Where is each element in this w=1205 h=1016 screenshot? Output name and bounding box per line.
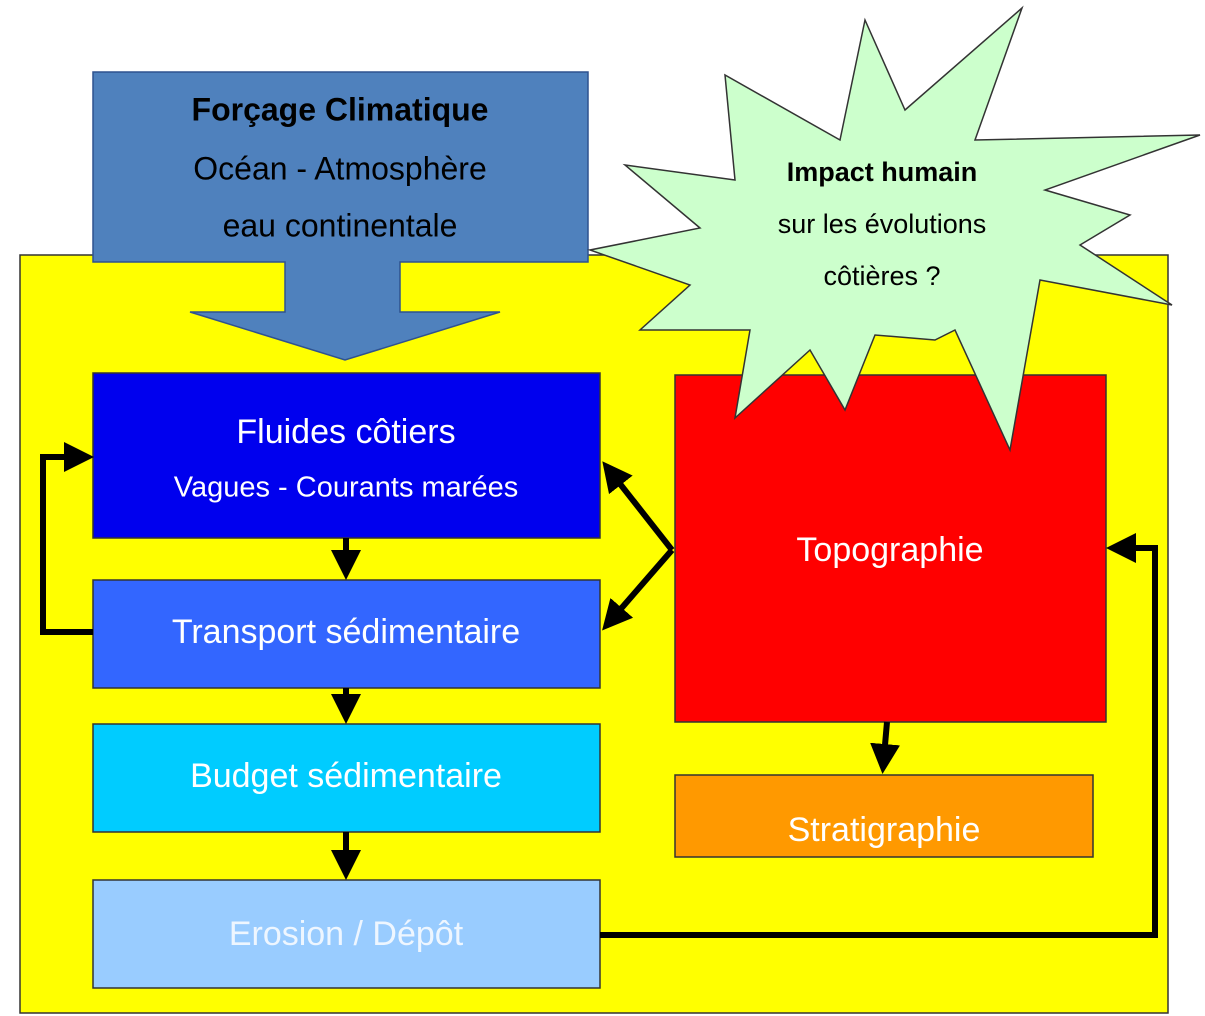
budget-label: Budget sédimentaire [190, 757, 502, 795]
transport-label: Transport sédimentaire [172, 613, 520, 651]
impact-line: sur les évolutions [778, 209, 987, 239]
fluides-box [92, 372, 601, 539]
impact-starburst [587, 5, 1201, 453]
forcing-title: Forçage Climatique [192, 91, 489, 127]
topographie-box [674, 374, 1107, 723]
feedback-arrow [600, 533, 1158, 938]
fluides-title: Fluides côtiers [236, 413, 455, 451]
forcing-arrow [92, 71, 589, 361]
feedback-arrow [40, 442, 94, 635]
arrow [602, 461, 675, 552]
erosion-label: Erosion / Dépôt [229, 915, 464, 953]
impact-line: côtières ? [823, 261, 940, 291]
topographie-label: Topographie [796, 531, 983, 569]
forcing-line: eau continentale [223, 207, 458, 243]
transport-box [92, 579, 601, 689]
fluides-subtitle: Vagues - Courants marées [174, 472, 518, 504]
stratigraphie-label: Stratigraphie [788, 811, 981, 849]
forcing-line: Océan - Atmosphère [193, 150, 486, 186]
stratigraphie-box [674, 774, 1094, 858]
budget-box [92, 723, 601, 833]
arrow [602, 548, 675, 631]
arrows [40, 442, 1158, 938]
arrow [870, 721, 901, 774]
impact-title: Impact humain [787, 157, 978, 187]
